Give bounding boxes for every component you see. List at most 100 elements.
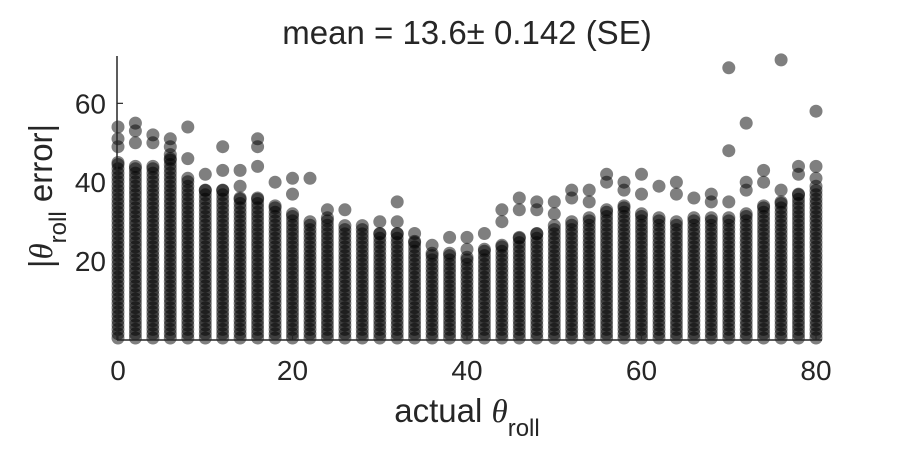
data-point	[704, 211, 718, 225]
data-point	[635, 167, 648, 181]
y-axis-label-prefix: |	[22, 260, 59, 269]
data-point	[809, 159, 823, 173]
data-point	[722, 61, 736, 75]
data-point	[477, 227, 491, 240]
data-point	[390, 215, 404, 229]
data-point	[286, 207, 299, 221]
data-point	[111, 140, 125, 154]
data-point	[286, 171, 299, 185]
data-point	[477, 242, 491, 256]
data-point	[757, 163, 771, 177]
data-point	[460, 242, 474, 256]
data-point	[251, 140, 265, 154]
y-axis-label-subscript: roll	[45, 211, 72, 243]
data-point	[495, 203, 509, 217]
x-tick-label: 80	[800, 355, 831, 386]
data-point	[495, 215, 509, 229]
data-point	[739, 207, 753, 221]
y-axis-label: |θroll error|	[22, 124, 72, 268]
data-point	[512, 230, 526, 244]
data-point	[216, 163, 230, 177]
data-point	[774, 53, 788, 67]
data-point	[303, 215, 317, 229]
data-point	[355, 219, 369, 233]
x-axis-label: actual θroll	[394, 392, 539, 442]
y-axis-label-theta: θ	[24, 243, 60, 259]
data-point	[792, 187, 805, 201]
data-point	[128, 159, 142, 173]
data-point	[425, 238, 439, 252]
data-point	[216, 140, 230, 154]
data-point	[774, 195, 788, 209]
data-point	[460, 230, 474, 244]
data-point	[669, 215, 683, 229]
data-point	[547, 195, 561, 209]
data-point	[687, 191, 701, 205]
data-point	[757, 199, 771, 213]
x-tick-label: 0	[110, 355, 126, 386]
y-axis-ticks: 20 40 60	[75, 88, 123, 277]
data-point	[286, 187, 299, 201]
data-point	[722, 144, 736, 158]
data-point	[268, 199, 282, 213]
data-point	[338, 219, 352, 233]
data-point	[547, 219, 561, 233]
data-point	[181, 120, 195, 134]
data-point	[233, 163, 247, 177]
data-point	[251, 191, 265, 205]
data-point	[530, 227, 544, 240]
data-point	[338, 203, 352, 217]
data-point	[582, 195, 596, 209]
data-point	[739, 116, 753, 130]
x-axis-ticks: 0 20 40 60 80	[110, 334, 832, 386]
data-point	[652, 211, 666, 225]
y-tick-label: 60	[75, 88, 106, 119]
data-point	[111, 120, 125, 134]
data-point	[512, 203, 526, 217]
data-point	[303, 171, 317, 185]
data-point	[408, 227, 422, 240]
chart-title: mean = 13.6± 0.142 (SE)	[282, 14, 651, 51]
x-tick-label: 40	[451, 355, 482, 386]
data-point	[600, 203, 614, 217]
scatter-points	[111, 53, 823, 345]
data-point	[198, 183, 212, 197]
data-point	[198, 167, 212, 181]
x-tick-label: 20	[277, 355, 308, 386]
data-point	[669, 187, 683, 201]
y-axis-label-suffix: error|	[22, 124, 59, 211]
data-point	[739, 183, 753, 197]
data-point	[530, 203, 544, 217]
data-point	[565, 215, 579, 229]
data-point	[111, 156, 125, 169]
data-point	[443, 246, 457, 260]
data-point	[617, 199, 631, 213]
data-point	[652, 179, 666, 193]
data-point	[390, 227, 404, 240]
data-point	[617, 183, 631, 197]
data-point	[268, 175, 282, 189]
data-point	[635, 207, 648, 221]
data-point	[233, 191, 247, 205]
data-point	[809, 104, 823, 118]
data-point	[582, 183, 596, 197]
data-point	[704, 195, 718, 209]
data-point	[757, 175, 771, 189]
data-point	[320, 203, 334, 217]
data-point	[251, 159, 265, 173]
data-point	[669, 175, 683, 189]
data-point	[443, 230, 457, 244]
data-point	[146, 136, 160, 150]
data-point	[512, 191, 526, 205]
data-point	[216, 183, 230, 197]
data-point	[809, 171, 823, 185]
data-point	[687, 211, 701, 225]
x-tick-label: 60	[626, 355, 657, 386]
data-point	[792, 167, 805, 181]
data-point	[390, 195, 404, 209]
data-point	[181, 171, 195, 185]
data-point	[495, 238, 509, 252]
data-point	[722, 211, 736, 225]
x-axis-label-subscript: roll	[508, 415, 540, 442]
